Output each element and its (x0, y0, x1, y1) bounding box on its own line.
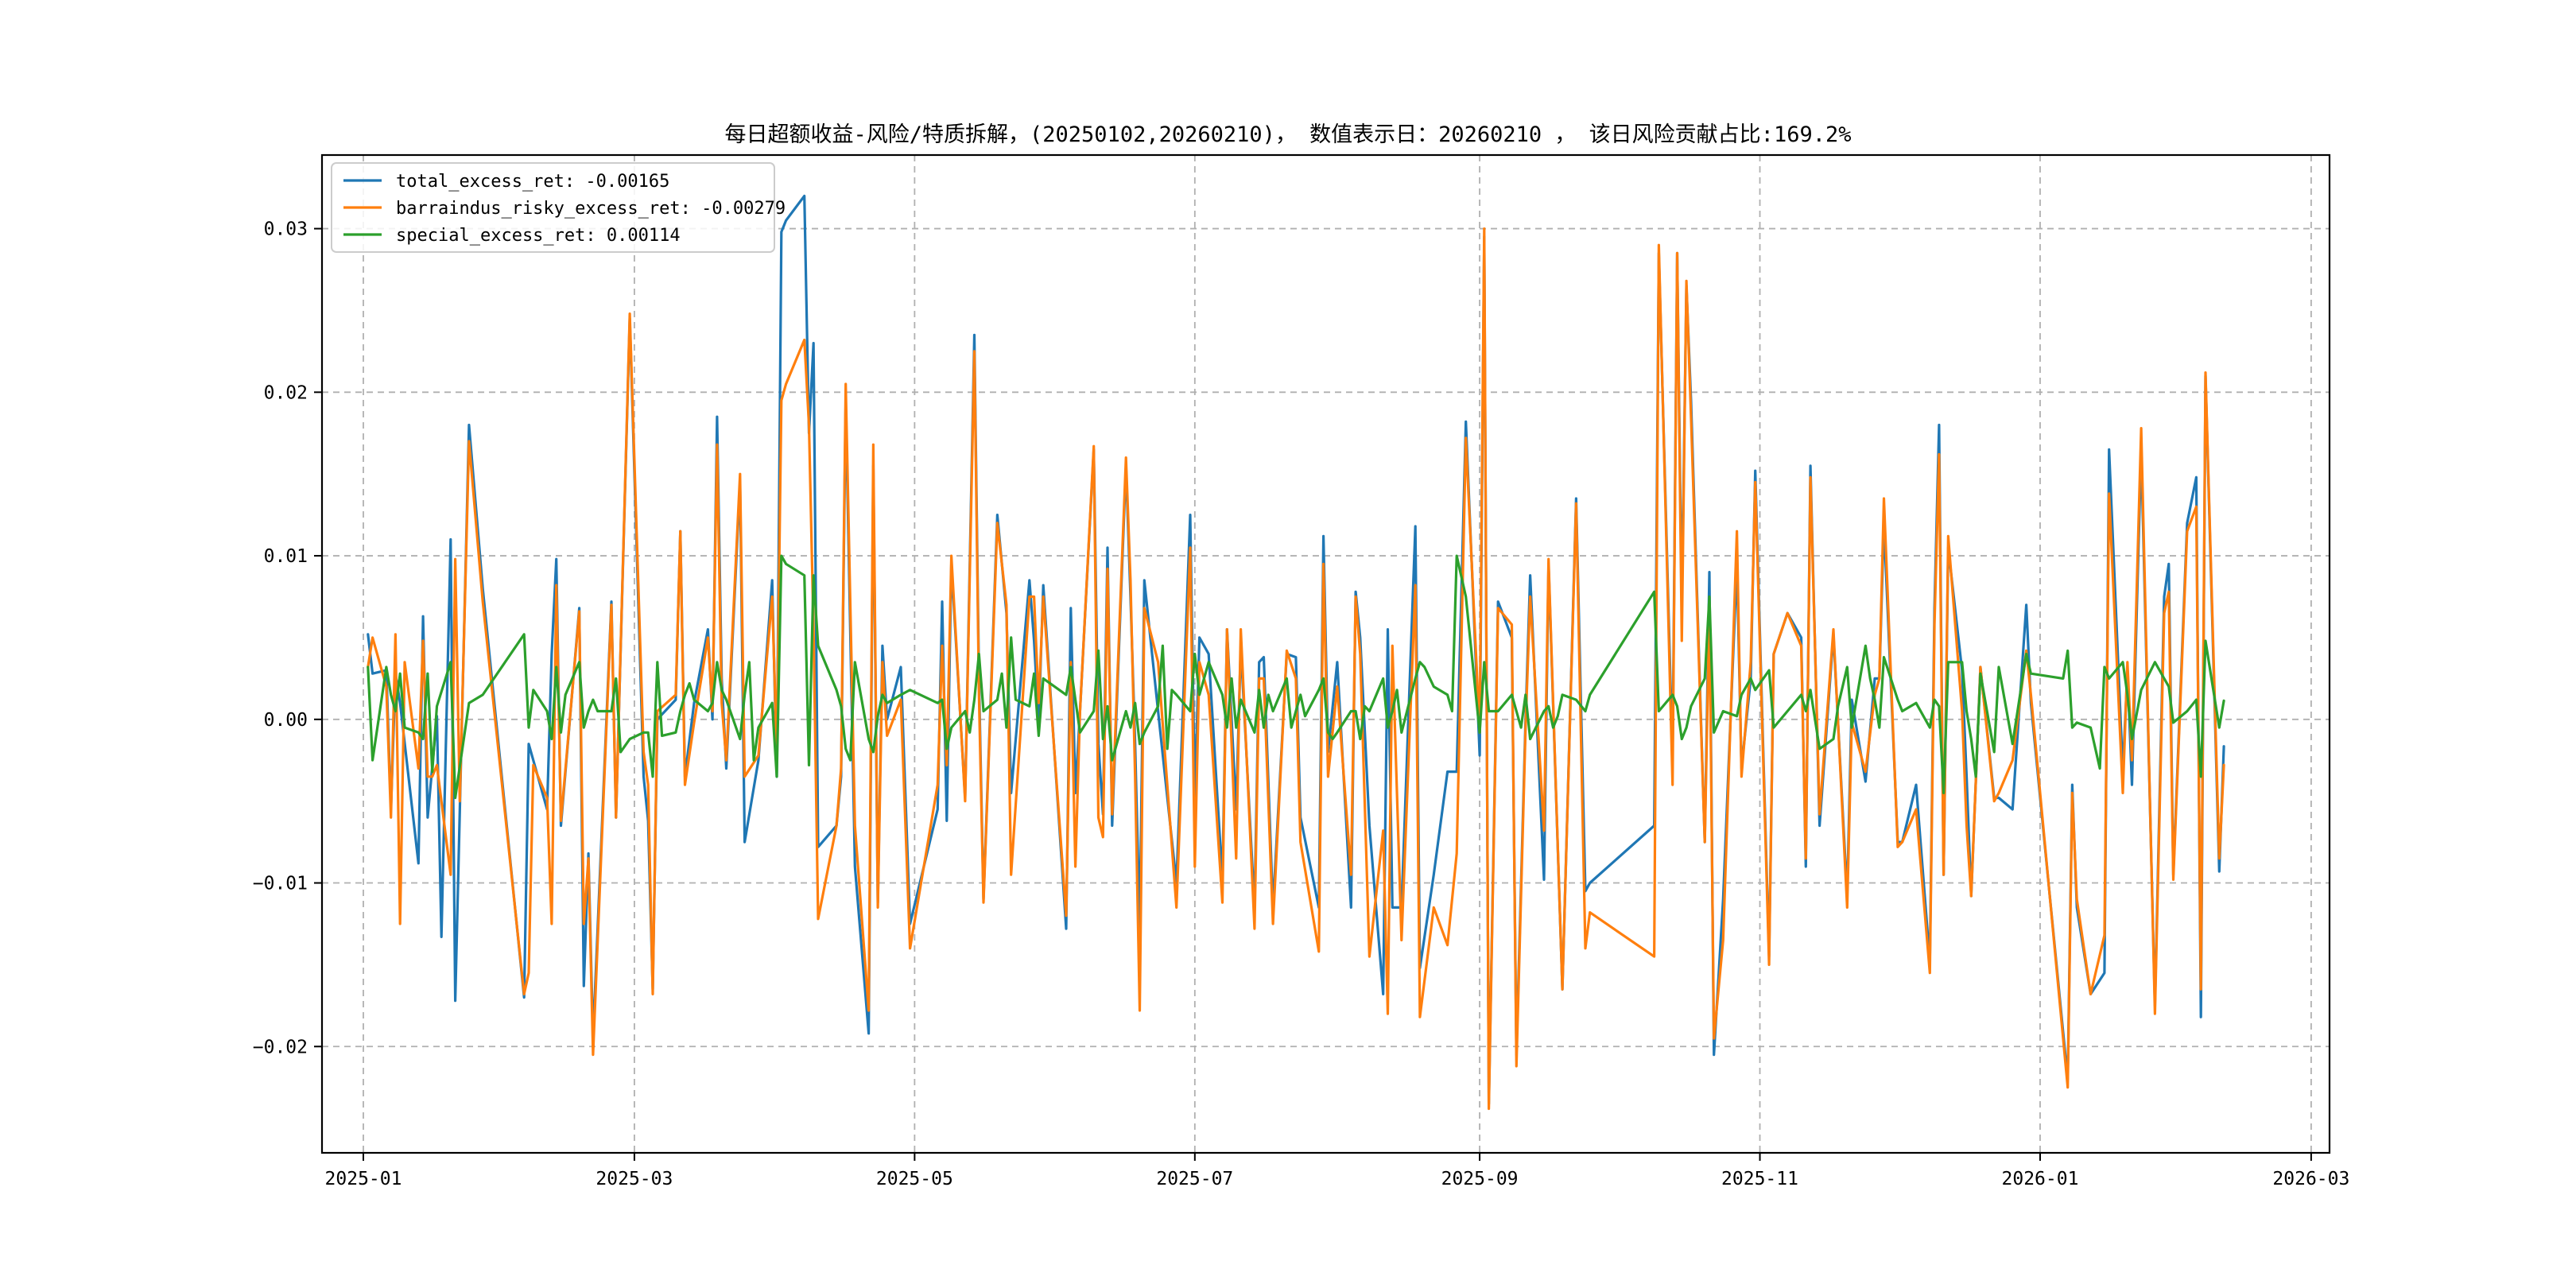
legend-entry-barraindus_risky_excess_ret: barraindus_risky_excess_ret: -0.00279 (396, 199, 786, 219)
legend-entry-total_excess_ret: total_excess_ret: -0.00165 (396, 172, 669, 192)
series-line-barraindus_risky_excess_ret (367, 227, 2225, 1111)
y-tick-label: −0.01 (253, 874, 308, 894)
y-tick-label: 0.01 (264, 546, 308, 567)
x-tick-label: 2025-01 (325, 1169, 402, 1189)
x-tick-label: 2025-03 (596, 1169, 673, 1189)
y-tick-label: −0.02 (253, 1037, 308, 1057)
legend: total_excess_ret: -0.00165 barraindus_ris… (331, 162, 786, 253)
series-line-total_excess_ret (367, 194, 2225, 1105)
series-line-special_excess_ret (367, 554, 2225, 800)
x-tick-label: 2026-03 (2272, 1169, 2349, 1189)
series-lines (367, 194, 2225, 1111)
x-tick-label: 2025-07 (1156, 1169, 1233, 1189)
x-tick-label: 2025-09 (1441, 1169, 1519, 1189)
x-tick-label: 2025-11 (1721, 1169, 1798, 1189)
legend-box (331, 162, 775, 253)
legend-entry-special_excess_ret: special_excess_ret: 0.00114 (396, 226, 681, 246)
axis-ticks: 2025-01 2025-03 2025-05 2025-07 2025-09 2025-… (253, 219, 2350, 1189)
plot-frame (320, 153, 2331, 1154)
y-tick-label: 0.02 (264, 382, 308, 403)
y-tick-label: 0.00 (264, 710, 308, 731)
x-tick-label: 2026-01 (2002, 1169, 2079, 1189)
y-tick-label: 0.03 (264, 219, 308, 240)
x-tick-label: 2025-05 (876, 1169, 953, 1189)
chart-title: 每日超额收益-风险/特质拆解，(20250102,20260210)， 数值表示… (725, 122, 1852, 147)
